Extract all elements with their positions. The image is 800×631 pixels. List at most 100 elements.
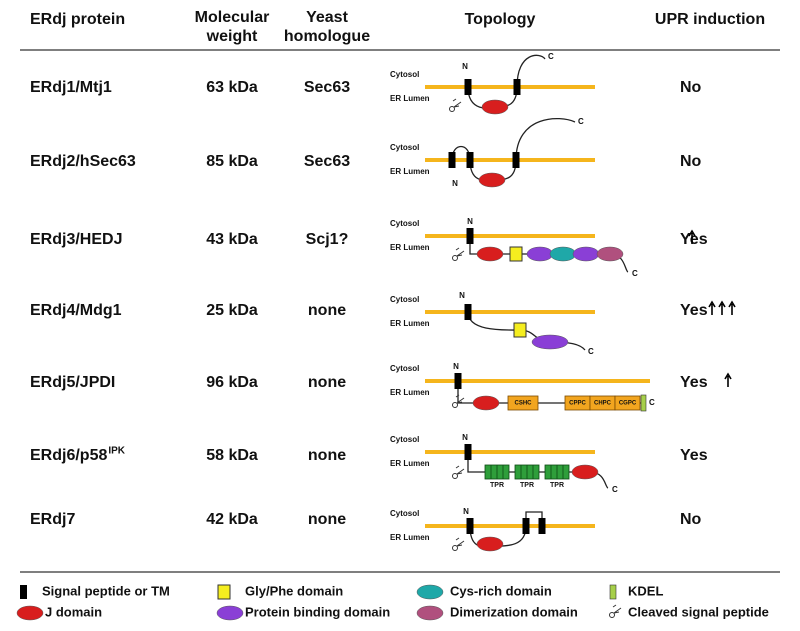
cleaved-peptide <box>452 402 458 408</box>
tm-segment <box>454 373 462 389</box>
chain <box>515 117 576 161</box>
upr-induction: Yes <box>680 302 708 319</box>
lumen-label: ER Lumen <box>390 94 430 103</box>
gly-phe-domain <box>513 322 527 338</box>
molecular-weight: 63 kDa <box>206 79 258 96</box>
upr-induction: Yes <box>680 374 708 391</box>
tm-segment <box>513 79 521 95</box>
cys-rich-domain <box>416 584 444 600</box>
molecular-weight: 85 kDa <box>206 153 258 170</box>
chain <box>516 54 546 88</box>
cys-motif <box>507 395 539 411</box>
molecular-weight: 96 kDa <box>206 374 258 391</box>
protein-binding-domain <box>526 246 554 262</box>
header-cell: UPR induction <box>655 11 765 28</box>
legend-label: Dimerization domain <box>450 604 578 619</box>
tm-segment <box>464 444 472 460</box>
tm-segment <box>466 228 474 244</box>
legend-label: Protein binding domain <box>245 604 390 619</box>
j-domain <box>472 395 500 411</box>
upr-arrow <box>688 229 696 244</box>
lumen-label: ER Lumen <box>390 243 430 252</box>
n-terminus: N <box>459 291 465 300</box>
legend-kdel <box>609 584 617 600</box>
legend-label: Signal peptide or TM <box>42 583 170 598</box>
cleaved-peptide <box>452 98 462 108</box>
header-cell: Topology <box>465 11 536 28</box>
motif-label: CGPC <box>619 401 637 407</box>
cleaved-peptide <box>452 255 458 261</box>
cleaved-peptide <box>455 394 465 404</box>
cleaved-peptide <box>455 537 465 547</box>
upr-arrow <box>708 300 716 315</box>
motif-label: TPR <box>520 482 534 489</box>
j-domain <box>16 605 44 621</box>
cleaved-peptide <box>449 106 455 112</box>
tm-segment <box>512 152 520 168</box>
protein-name: ERdj7 <box>30 511 75 528</box>
legend-label: Cys-rich domain <box>450 583 552 598</box>
upr-induction: No <box>680 79 702 96</box>
protein-superscript: IPK <box>108 446 125 457</box>
j-domain <box>476 246 504 262</box>
cytosol-label: Cytosol <box>390 143 419 152</box>
protein-name: ERdj1/Mtj1 <box>30 79 112 96</box>
n-terminus: N <box>462 433 468 442</box>
c-terminus: C <box>612 485 618 494</box>
kdel <box>640 394 647 412</box>
upr-arrow <box>724 372 732 387</box>
upr-induction: No <box>680 153 702 170</box>
tm-segment <box>466 518 474 534</box>
header-cell: weight <box>206 28 258 45</box>
motif-label: TPR <box>550 482 564 489</box>
tm-segment <box>466 152 474 168</box>
protein-binding-domain <box>572 246 600 262</box>
gly-phe-domain <box>217 584 231 600</box>
molecular-weight: 42 kDa <box>206 511 258 528</box>
c-terminus: C <box>548 52 554 61</box>
dimerization-domain <box>416 605 444 621</box>
j-domain <box>571 464 599 480</box>
header-cell: Yeast <box>306 9 348 26</box>
upr-induction: Yes <box>680 231 708 248</box>
tm-segment <box>448 152 456 168</box>
legend-label: Cleaved signal peptide <box>628 604 769 619</box>
legend-label: Gly/Phe domain <box>245 583 343 598</box>
yeast-homologue: Scj1? <box>306 231 349 248</box>
legend-label: J domain <box>45 604 102 619</box>
protein-name: ERdj5/JPDI <box>30 374 115 391</box>
cytosol-label: Cytosol <box>390 435 419 444</box>
cytosol-label: Cytosol <box>390 509 419 518</box>
protein-binding-domain <box>216 605 244 621</box>
cleaved-peptide <box>452 473 458 479</box>
n-terminus: N <box>463 507 469 516</box>
n-terminus: N <box>462 62 468 71</box>
cleaved-peptide <box>455 465 465 475</box>
tm-segment <box>464 79 472 95</box>
upr-induction: No <box>680 511 702 528</box>
protein-name: ERdj2/hSec63 <box>30 153 136 170</box>
yeast-homologue: none <box>308 302 346 319</box>
cytosol-label: Cytosol <box>390 70 419 79</box>
cytosol-label: Cytosol <box>390 219 419 228</box>
lumen-label: ER Lumen <box>390 533 430 542</box>
gly-phe-domain <box>509 246 523 262</box>
molecular-weight: 25 kDa <box>206 302 258 319</box>
tm-segment <box>464 304 472 320</box>
dimerization-domain <box>596 246 624 262</box>
lumen-label: ER Lumen <box>390 388 430 397</box>
lumen-label: ER Lumen <box>390 459 430 468</box>
cytosol-label: Cytosol <box>390 364 419 373</box>
yeast-homologue: Sec63 <box>304 153 350 170</box>
cleaved-peptide <box>612 604 622 614</box>
cleaved-peptide <box>452 545 458 551</box>
cleaved-peptide <box>609 612 615 618</box>
legend-tm <box>20 585 27 599</box>
cleaved-peptide <box>455 247 465 257</box>
protein-name: ERdj6/p58 <box>30 447 107 464</box>
yeast-homologue: none <box>308 374 346 391</box>
yeast-homologue: none <box>308 447 346 464</box>
cys-rich-domain <box>549 246 577 262</box>
motif-label: CHPC <box>594 401 612 407</box>
c-terminus: C <box>649 398 655 407</box>
